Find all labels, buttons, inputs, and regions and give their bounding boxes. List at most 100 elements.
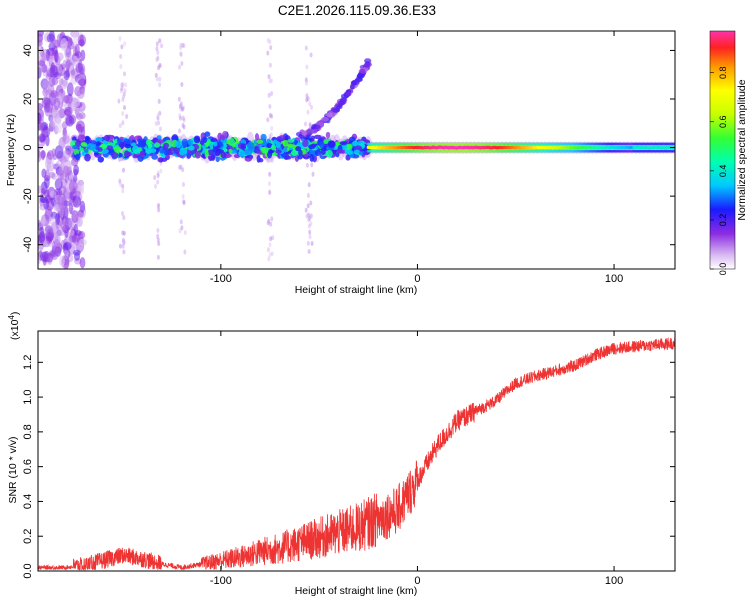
streak-blob — [182, 105, 186, 111]
band-blob — [169, 146, 175, 152]
band-blob — [287, 138, 295, 143]
streak-blob — [180, 106, 184, 112]
streak-blob — [118, 36, 122, 42]
streak-blob — [308, 229, 312, 235]
band-blob — [286, 143, 294, 148]
band-blob — [95, 137, 103, 143]
colorbar-tick-label: 0.4 — [718, 165, 728, 178]
streak-blob — [309, 221, 313, 227]
streak-blob — [178, 113, 182, 119]
noise-blob — [38, 39, 43, 47]
streak-blob — [305, 97, 309, 103]
streak-blob — [122, 240, 126, 246]
band-blob — [151, 154, 159, 160]
streak-blob — [310, 241, 314, 246]
band-blob — [215, 156, 220, 163]
noise-blob — [79, 63, 86, 76]
streak-blob — [266, 158, 270, 164]
streak-blob — [266, 220, 270, 226]
band-blob — [254, 133, 260, 141]
streak-blob — [117, 98, 121, 104]
streak-blob — [309, 52, 313, 58]
noise-blob — [40, 149, 46, 161]
band-blob — [100, 148, 109, 154]
streak-blob — [154, 121, 158, 126]
band-blob — [188, 145, 195, 151]
band-blob — [118, 152, 123, 158]
noise-blob — [68, 234, 78, 244]
band-blob — [132, 145, 140, 153]
streak-blob — [179, 164, 183, 170]
band-blob — [80, 134, 86, 140]
streak-blob — [118, 123, 122, 129]
streak-blob — [121, 97, 125, 103]
spectrogram-xtick-label: -100 — [210, 273, 232, 285]
noise-blob — [51, 241, 56, 252]
streak-blob — [268, 104, 272, 109]
noise-blob — [63, 165, 69, 178]
streak-blob — [309, 200, 313, 206]
band-blob — [97, 156, 104, 163]
streak-blob — [268, 39, 272, 45]
band-blob — [75, 153, 80, 161]
chirp-blob — [312, 124, 321, 130]
streak-blob — [307, 182, 311, 188]
streak-blob — [181, 42, 185, 48]
streak-blob — [181, 115, 185, 121]
streak-blob — [123, 71, 126, 77]
streak-blob — [156, 228, 160, 233]
noise-blob — [53, 97, 61, 111]
streak-blob — [269, 45, 273, 51]
streak-blob — [157, 98, 161, 104]
streak-blob — [270, 251, 274, 257]
band-blob — [202, 136, 208, 143]
snr-multiplier-close: ) — [9, 312, 21, 316]
streak-blob — [180, 82, 184, 87]
noise-blob — [77, 78, 87, 86]
band-blob — [325, 150, 333, 158]
noise-blob — [60, 37, 68, 52]
band-blob — [157, 139, 165, 144]
noise-blob — [54, 178, 63, 191]
band-blob — [146, 147, 152, 155]
noise-blob — [55, 212, 60, 226]
streak-blob — [123, 41, 127, 47]
streak-blob — [267, 74, 271, 80]
band-blob — [72, 136, 77, 142]
streak-blob — [156, 50, 160, 56]
noise-blob — [75, 113, 83, 120]
streak-blob — [270, 113, 274, 119]
noise-blob — [74, 230, 82, 237]
colorbar-tick-label: 0.6 — [718, 116, 728, 129]
carrier-edge — [672, 142, 675, 146]
streak-blob — [179, 219, 183, 225]
streak-blob — [156, 179, 160, 185]
noise-blob — [49, 31, 55, 42]
streak-blob — [156, 204, 160, 210]
chirp-blob — [352, 79, 360, 85]
noise-blob — [78, 39, 85, 47]
band-blob — [311, 143, 317, 148]
snr-ytick-label: 0.0 — [22, 563, 34, 578]
noise-blob — [38, 103, 44, 111]
noise-blob — [38, 219, 42, 227]
band-blob — [294, 153, 300, 162]
streak-blob — [122, 249, 126, 255]
noise-blob — [54, 233, 61, 247]
streak-blob — [268, 62, 272, 68]
band-blob — [246, 142, 255, 150]
band-blob — [238, 150, 246, 157]
streak-blob — [311, 171, 315, 177]
noise-blob — [38, 231, 46, 244]
band-blob — [270, 144, 277, 151]
colorbar-tick-label: 0.2 — [718, 214, 728, 227]
streak-blob — [182, 182, 185, 187]
streak-blob — [268, 190, 272, 195]
band-blob — [358, 151, 363, 156]
noise-blob — [72, 55, 79, 67]
streak-blob — [179, 51, 183, 57]
streak-blob — [267, 92, 271, 98]
snr-ytick-label: 1.2 — [22, 355, 34, 370]
streak-blob — [158, 38, 161, 44]
streak-blob — [309, 213, 313, 219]
